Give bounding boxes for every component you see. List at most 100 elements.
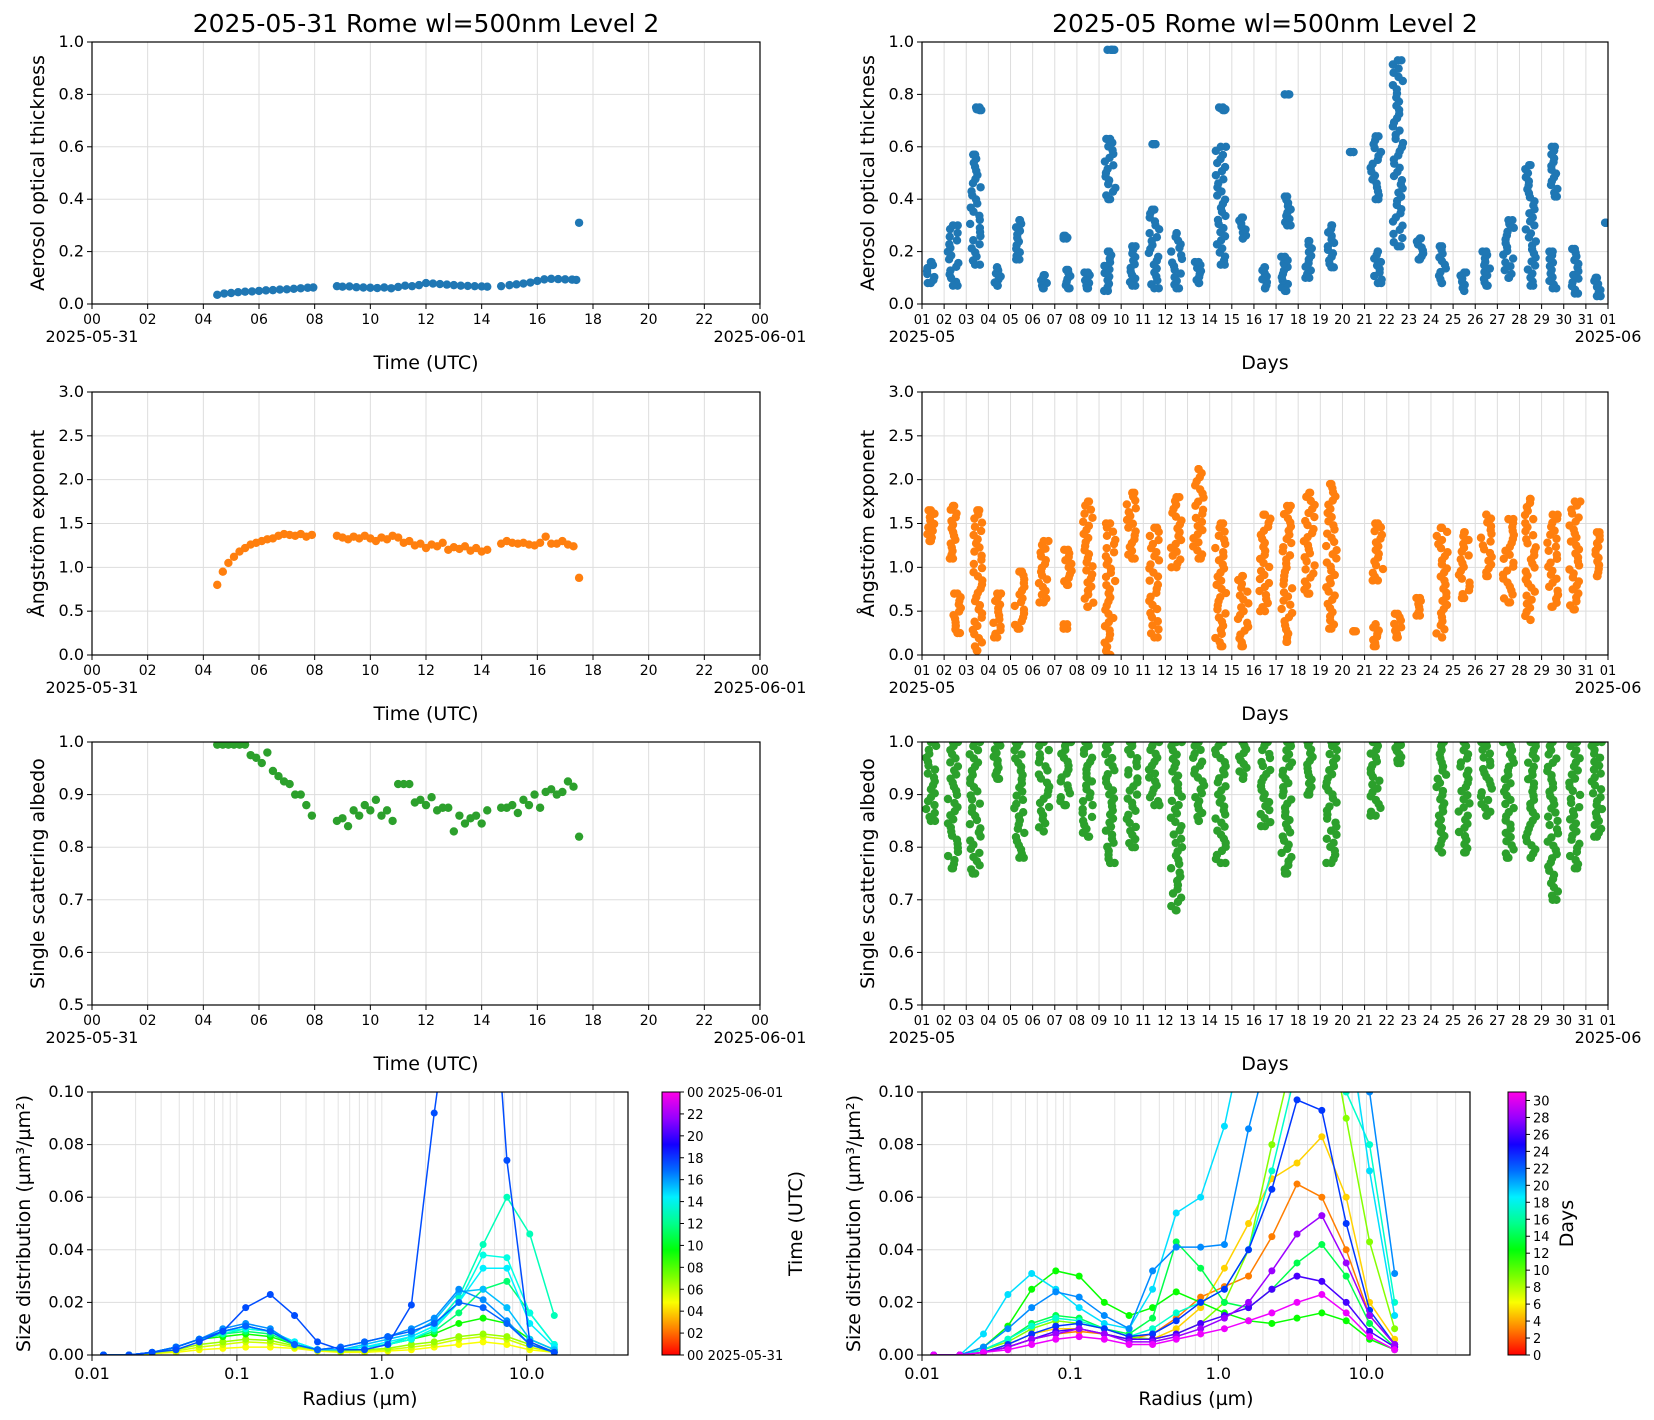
monthly-aod-point [1238,213,1248,222]
daily-aod-xtick-label: 02 [139,312,157,328]
monthly-angstrom-point [1322,529,1332,538]
monthly-ssa-point [1036,806,1046,816]
monthly-ssa-xtick-label: 07 [1047,1014,1064,1029]
monthly-angstrom-xtick-label: 01 [914,664,931,679]
daily-angstrom-xtick-label: 06 [250,663,268,679]
monthly-ssa-point [1548,742,1557,747]
monthly-size-distribution-series-point [1028,1335,1036,1343]
daily-ssa-xtick-label: 10 [361,1013,379,1029]
daily-aod-ytick-label: 0.6 [59,137,84,156]
monthly-aod-point [1218,105,1228,115]
daily-ssa-point [444,803,453,812]
monthly-angstrom-point [1039,536,1048,546]
monthly-ssa-xtick-label: 30 [1555,1014,1572,1029]
monthly-aod-ytick-label: 0.4 [889,189,914,208]
monthly-angstrom-point [1194,554,1203,563]
monthly-ssa-ytick-label: 0.5 [889,995,914,1014]
monthly-size-distribution-series-point [1268,1167,1276,1175]
monthly-aod-point [993,263,1002,272]
monthly-aod-point [965,219,975,229]
monthly-aod-xtick-label: 16 [1246,313,1263,328]
monthly-aod-xtick-label: 11 [1135,313,1152,328]
monthly-ssa-point [1078,796,1088,806]
daily-ssa-point [240,742,250,749]
daily-ssa-point [547,785,556,794]
monthly-size-distribution-series-point [1052,1335,1060,1343]
monthly-aod-point [1059,234,1068,243]
monthly-angstrom-point [993,589,1002,598]
daily-aod-point [456,281,465,290]
monthly-aod-point [1170,273,1179,282]
monthly-size-distribution-series-point [1293,1096,1301,1104]
monthly-size-distribution-series-point [1342,1317,1350,1325]
monthly-aod-panel: 01 02 03 04 05 06 07 08 09 10 11 12 13 14 15 16 17 18 19 20… [857,9,1641,374]
daily-ssa-ytick-label: 0.9 [59,785,84,804]
monthly-angstrom-point [1528,531,1538,540]
daily-size-distribution-series-point [407,1340,415,1348]
monthly-angstrom-point [1301,516,1310,526]
monthly-ssa-point [1194,742,1203,747]
daily-ssa-point [449,827,459,836]
daily-ssa-points [213,742,584,841]
monthly-size-distribution-xtick-label: 1.0 [1206,1364,1231,1383]
monthly-aod-point [1459,286,1469,296]
monthly-size-distribution-series-point [1293,1314,1301,1322]
monthly-angstrom-xtick-label: 16 [1246,664,1263,679]
daily-angstrom-point [224,558,233,568]
daily-angstrom-point [541,532,550,541]
monthly-size-distribution-colorbar-tick-label: 0 [1533,1349,1541,1364]
monthly-ssa-point [1172,742,1181,747]
monthly-angstrom-point [1154,535,1163,545]
monthly-ssa-point [1169,830,1178,839]
daily-ssa-xtick-label: 14 [473,1013,491,1029]
monthly-angstrom-point [1083,602,1093,611]
monthly-angstrom-point [1546,558,1555,567]
monthly-size-distribution-series-point [979,1343,987,1351]
daily-size-distribution-series-point [384,1333,392,1341]
monthly-size-distribution-series-point [1343,983,1350,990]
monthly-aod-point [1063,265,1073,275]
monthly-ssa-xtick-label: 27 [1489,1014,1506,1029]
monthly-ssa-point [1375,776,1384,785]
monthly-size-distribution-series-point [1149,1325,1157,1333]
monthly-aod-point [1111,183,1120,193]
monthly-size-distribution-series-point [979,1348,987,1355]
monthly-size-distribution-series-point [1075,1272,1083,1280]
monthly-size-distribution-series-point [1172,1288,1180,1296]
daily-size-distribution-ytick-label: 0.00 [48,1345,84,1364]
monthly-size-distribution-series-point [1100,1312,1108,1320]
monthly-angstrom-point [926,536,936,546]
monthly-ssa-point [1235,767,1244,776]
monthly-aod-point [1194,278,1203,288]
daily-ssa-point [477,819,486,828]
monthly-size-distribution-series-line [933,1092,1396,1355]
daily-ssa-point [416,795,425,805]
monthly-angstrom-point [1237,603,1246,612]
monthly-angstrom-point [1172,493,1181,502]
monthly-ssa-point [1197,757,1207,766]
daily-ssa-point [349,806,358,815]
monthly-aod-point [1553,184,1562,194]
monthly-ssa-point [1078,816,1088,826]
monthly-size-distribution-series-point [1028,1269,1036,1277]
monthly-ssa-point [1216,858,1225,868]
monthly-size-distribution-series-point [1268,1036,1275,1043]
daily-aod-point [574,218,584,227]
monthly-size-distribution-series-point [1391,1325,1399,1333]
monthly-size-distribution-series-point [1125,1312,1133,1320]
monthly-angstrom-point [1499,554,1508,563]
monthly-aod-point [1393,56,1402,65]
monthly-size-distribution-series-point [1318,1106,1326,1114]
monthly-ssa-xtick-label: 03 [958,1014,975,1029]
monthly-size-distribution-series-point [1149,1285,1157,1293]
monthly-size-distribution-series-point [1268,1267,1276,1275]
monthly-ssa-xtick-label: 08 [1069,1014,1086,1029]
monthly-size-distribution-ytick-label: 0.10 [878,1082,914,1101]
monthly-size-distribution-series-line [933,1270,1395,1355]
monthly-ssa-point [1596,824,1606,833]
daily-ssa-point [382,806,392,815]
monthly-aod-point [1376,257,1386,267]
daily-ssa-point [296,790,305,799]
monthly-angstrom-point [1287,584,1297,593]
monthly-angstrom-xtick-label: 14 [1201,664,1218,679]
